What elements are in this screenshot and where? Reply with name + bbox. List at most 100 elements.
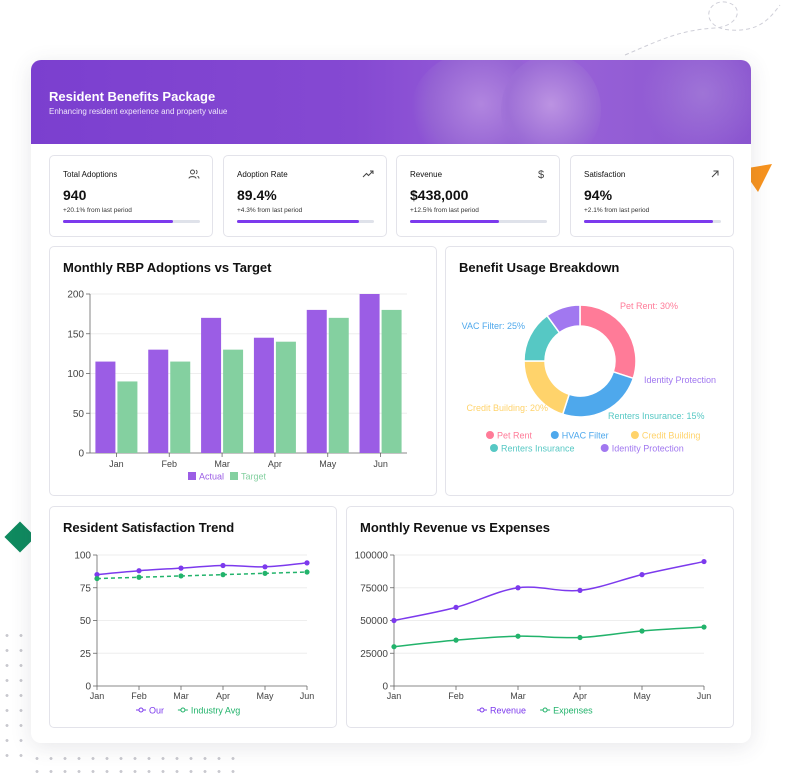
y-tick-label: 0	[78, 449, 84, 460]
stat-value: $438,000	[410, 187, 468, 203]
series-line-expenses	[394, 627, 704, 647]
legend-label: Pet Rent	[497, 431, 533, 441]
slice-label: VAC Filter: 25%	[462, 321, 525, 331]
data-point	[515, 585, 520, 590]
data-point	[515, 634, 520, 639]
dashboard-card: Resident Benefits Package Enhancing resi…	[31, 60, 751, 743]
bar-target	[382, 310, 402, 453]
y-tick-label: 50	[80, 616, 92, 627]
data-point	[639, 628, 644, 633]
data-point	[453, 638, 458, 643]
stat-label: Adoption Rate	[237, 170, 288, 179]
y-tick-label: 75	[80, 583, 92, 594]
header-banner: Resident Benefits Package Enhancing resi…	[31, 60, 751, 144]
legend-label: Revenue	[490, 705, 526, 715]
y-tick-label: 50000	[360, 616, 388, 627]
stat-value: 94%	[584, 187, 612, 203]
x-tick-label: Feb	[448, 691, 464, 701]
stat-progress	[410, 220, 547, 223]
bar-actual	[201, 318, 221, 453]
x-tick-label: Apr	[268, 459, 282, 469]
x-tick-label: Jun	[300, 691, 315, 701]
x-tick-label: Mar	[173, 691, 189, 701]
stat-card-revenue: Revenue $ $438,000 +12.5% from last peri…	[396, 155, 560, 237]
stat-delta: +2.1% from last period	[584, 207, 649, 214]
legend-marker	[181, 708, 185, 712]
legend-marker	[480, 708, 484, 712]
stat-label: Revenue	[410, 170, 442, 179]
x-tick-label: Jan	[109, 459, 124, 469]
data-point	[701, 624, 706, 629]
legend-swatch	[230, 472, 238, 480]
bar-target	[276, 342, 296, 453]
data-point	[577, 588, 582, 593]
stat-label: Satisfaction	[584, 170, 625, 179]
legend-swatch	[188, 472, 196, 480]
y-tick-label: 150	[67, 329, 84, 340]
stat-card-adoption-rate: Adoption Rate 89.4% +4.3% from last peri…	[223, 155, 387, 237]
trending-up-icon	[362, 168, 374, 180]
bar-target	[223, 350, 243, 453]
legend-swatch	[631, 431, 639, 439]
revenue-line-chart: 0250005000075000100000Jan Feb Mar Apr May Jun…	[347, 507, 735, 729]
data-point	[220, 563, 225, 568]
data-point	[701, 559, 706, 564]
x-tick-label: May	[319, 459, 337, 469]
slice-label: Renters Insurance: 15%	[608, 411, 705, 421]
bar-actual	[307, 310, 327, 453]
data-point	[639, 572, 644, 577]
data-point	[262, 564, 267, 569]
stat-progress-fill	[63, 220, 173, 223]
data-point	[262, 571, 267, 576]
stat-delta: +4.3% from last period	[237, 207, 302, 214]
usage-donut-chart: Pet Rent: 30%VAC Filter: 25%Credit Build…	[446, 247, 735, 497]
data-point	[304, 569, 309, 574]
legend-label: Industry Avg	[191, 705, 240, 715]
data-point	[220, 572, 225, 577]
legend-label: HVAC Filter	[562, 431, 609, 441]
users-icon	[188, 168, 200, 180]
adoptions-bar-chart: 0 50 100 150 200 Jan Feb Mar Apr May Jun Actual Targ…	[50, 247, 438, 497]
legend-label: Identity Protection	[612, 444, 684, 454]
slice-label: Identity Protection	[644, 375, 716, 385]
arrow-up-right-icon	[709, 168, 721, 180]
data-point	[178, 566, 183, 571]
bar-actual	[360, 294, 380, 453]
stat-progress	[237, 220, 374, 223]
y-tick-label: 100	[67, 369, 84, 380]
y-tick-label: 50	[73, 409, 85, 420]
series-line-industry-avg	[97, 572, 307, 579]
stat-progress	[584, 220, 721, 223]
data-point	[304, 560, 309, 565]
x-tick-label: Mar	[510, 691, 526, 701]
decorative-dots	[0, 628, 30, 768]
svg-text:$: $	[538, 169, 544, 180]
satisfaction-line-chart: 0 25 50 75 100 Jan Feb Mar Apr May Jun Our Industry …	[50, 507, 338, 729]
data-point	[178, 573, 183, 578]
y-tick-label: 200	[67, 290, 84, 301]
usage-panel: Benefit Usage Breakdown Pet Rent: 30% VAC…	[445, 246, 734, 496]
legend-swatch	[601, 444, 609, 452]
data-point	[391, 618, 396, 623]
y-tick-label: 100	[74, 551, 91, 562]
legend-label: Target	[241, 472, 267, 482]
legend-label: Credit Building	[642, 431, 701, 441]
x-tick-label: Jan	[90, 691, 105, 701]
stat-delta: +12.5% from last period	[410, 207, 479, 214]
satisfaction-panel: Resident Satisfaction Trend 0 25 50 75 100 Ja…	[49, 506, 337, 728]
bar-target	[170, 362, 190, 453]
bar-actual	[254, 338, 274, 453]
legend-label: Actual	[199, 472, 224, 482]
page-subtitle: Enhancing resident experience and proper…	[49, 107, 227, 116]
legend-swatch	[486, 431, 494, 439]
y-tick-label: 25000	[360, 649, 388, 660]
y-tick-label: 100000	[355, 551, 389, 562]
adoptions-panel: Monthly RBP Adoptions vs Target 0 50 100 15…	[49, 246, 437, 496]
legend-swatch	[551, 431, 559, 439]
stat-value: 89.4%	[237, 187, 277, 203]
x-tick-label: May	[256, 691, 274, 701]
series-line-revenue	[394, 562, 704, 621]
stat-progress-fill	[584, 220, 713, 223]
stat-label: Total Adoptions	[63, 170, 117, 179]
